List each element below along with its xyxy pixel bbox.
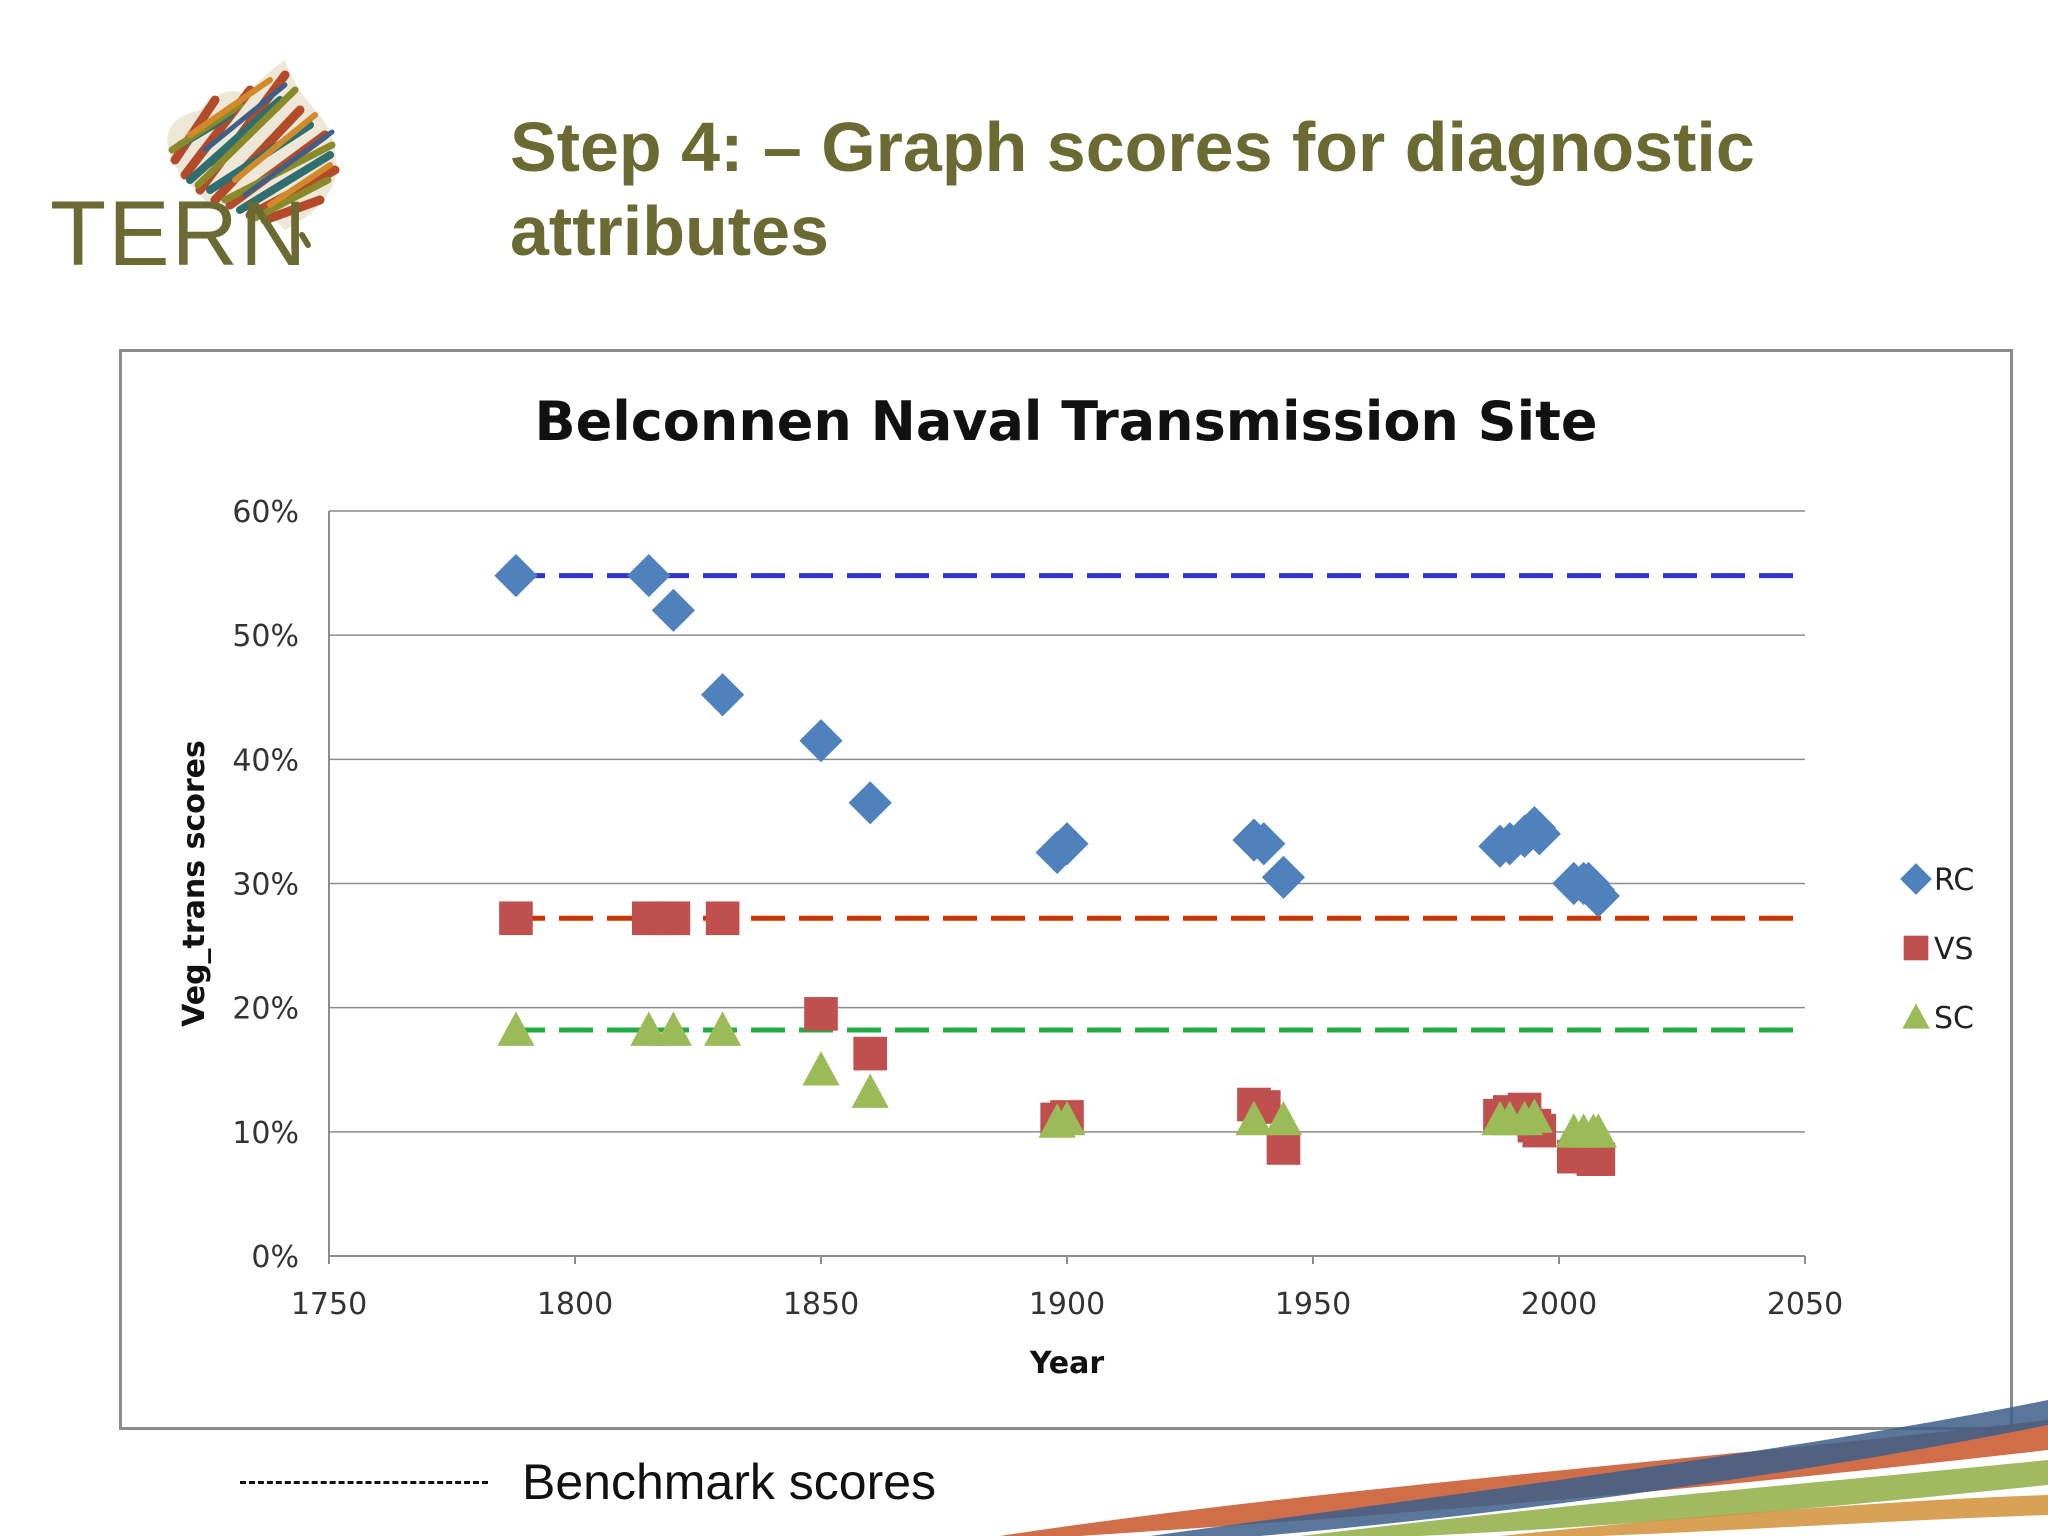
x-tick-label: 1950 (1275, 1287, 1351, 1322)
x-tick-label: 1750 (291, 1287, 367, 1322)
legend-marker-rc (1900, 863, 1932, 895)
y-tick-label: 20% (232, 992, 299, 1027)
point-vs (499, 901, 533, 936)
point-sc (704, 1011, 742, 1046)
point-sc (497, 1011, 535, 1046)
point-vs (804, 997, 838, 1031)
x-tick-label: 1800 (537, 1287, 613, 1322)
point-vs (1581, 1142, 1616, 1176)
point-sc (1048, 1100, 1086, 1136)
point-sc (1235, 1100, 1273, 1136)
x-tick-label: 2050 (1767, 1287, 1843, 1322)
chart-container: 0% 10% 20% 30% 40% 50% 60% 1750 1800 1850 1900 1950… (119, 349, 2013, 1430)
dashed-line-icon (240, 1480, 488, 1484)
point-vs (1266, 1131, 1301, 1165)
legend-marker-vs (1903, 935, 1929, 961)
point-rc (1261, 855, 1306, 899)
y-axis-title: Veg_trans scores (177, 740, 212, 1027)
tern-logo: TERN (50, 60, 340, 280)
australia-map-icon (167, 60, 340, 248)
decorative-swoosh (1000, 1400, 2048, 1536)
point-sc (802, 1051, 840, 1086)
point-rc (627, 553, 671, 598)
legend-label-vs: VS (1934, 932, 1974, 967)
point-sc (1579, 1113, 1617, 1148)
point-vs (656, 901, 691, 936)
scatter-chart: 0% 10% 20% 30% 40% 50% 60% 1750 1800 1850 1900 1950… (177, 495, 1974, 1381)
y-tick-label: 40% (232, 743, 299, 778)
point-rc (1576, 874, 1620, 918)
x-tick-label: 1850 (783, 1287, 859, 1322)
benchmark-label: Benchmark scores (522, 1454, 937, 1510)
point-rc (799, 719, 843, 763)
logo-text: TERN (50, 183, 308, 280)
legend-marker-sc (1902, 1003, 1930, 1029)
point-rc (848, 781, 892, 825)
point-rc (1242, 822, 1286, 866)
point-rc (494, 553, 538, 598)
y-tick-label: 30% (232, 868, 299, 903)
slide-title: Step 4: – Graph scores for diagnostic at… (510, 108, 1755, 270)
x-tick-label: 1900 (1029, 1287, 1105, 1322)
point-sc (851, 1073, 889, 1108)
point-sc (654, 1011, 692, 1046)
point-rc (1517, 812, 1561, 856)
point-sc (630, 1011, 668, 1046)
y-tick-label: 50% (232, 619, 299, 654)
chart-title: Belconnen Naval Transmission Site (534, 390, 1598, 453)
point-sc (1515, 1098, 1553, 1133)
point-rc (651, 588, 695, 632)
legend-label-rc: RC (1934, 863, 1974, 898)
x-tick-label: 2000 (1521, 1287, 1597, 1322)
y-tick-label: 10% (232, 1116, 299, 1151)
point-vs (853, 1036, 887, 1071)
point-sc (1264, 1100, 1303, 1136)
x-axis-title: Year (1029, 1346, 1105, 1381)
y-tick-label: 0% (251, 1240, 299, 1275)
benchmark-legend-note: Benchmark scores (240, 1452, 936, 1512)
legend-label-sc: SC (1934, 1001, 1974, 1036)
point-rc (701, 673, 745, 717)
y-tick-label: 60% (232, 495, 299, 530)
point-vs (705, 901, 740, 936)
